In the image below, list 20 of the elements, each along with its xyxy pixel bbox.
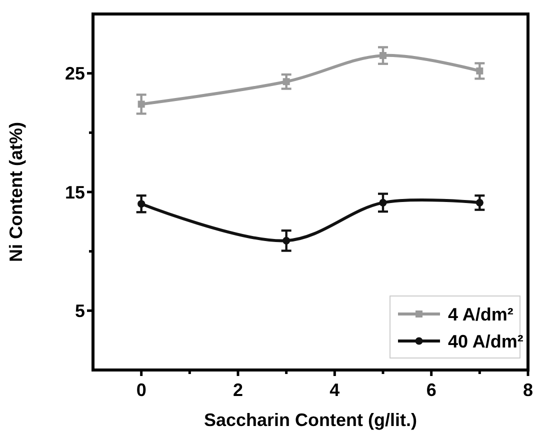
x-tick-label: 2	[232, 380, 244, 400]
point	[379, 198, 387, 206]
point	[282, 236, 290, 244]
point	[476, 198, 484, 206]
legend-label: 4 A/dm²	[448, 304, 514, 324]
x-tick-label: 6	[426, 380, 436, 400]
x-tick-label: 4	[330, 380, 340, 400]
y-tick-label: 25	[64, 64, 85, 84]
legend-label: 40 A/dm²	[448, 331, 524, 352]
x-tick-label: 8	[522, 380, 534, 400]
point	[282, 78, 290, 86]
point	[380, 52, 386, 60]
point	[476, 67, 484, 74]
point	[138, 100, 145, 108]
y-tick-label: 5	[74, 300, 85, 321]
y-axis-title: Ni Content (at%)	[6, 122, 26, 262]
y-tick-label: 15	[64, 182, 85, 202]
x-tick-label: 0	[136, 380, 146, 400]
point	[138, 200, 146, 208]
x-axis-title: Saccharin Content (g/lit.)	[204, 410, 418, 430]
